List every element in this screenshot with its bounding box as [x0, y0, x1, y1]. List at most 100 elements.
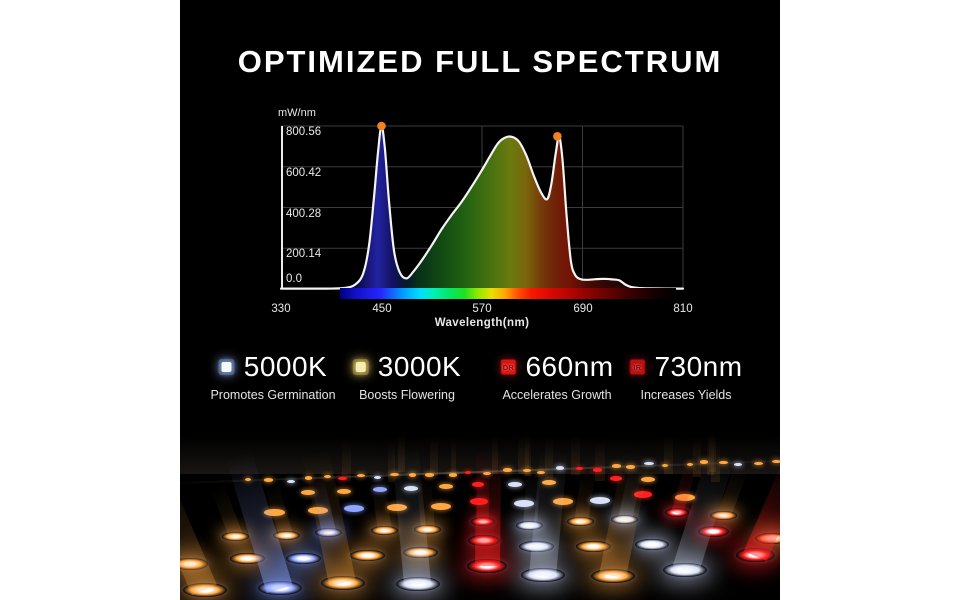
led-dot	[591, 569, 636, 584]
led-dot	[542, 480, 557, 486]
x-tick-label: 330	[271, 303, 291, 315]
led-dot	[182, 582, 227, 597]
led-dot	[552, 497, 573, 505]
led-dot	[356, 474, 366, 478]
led-dot	[395, 576, 440, 591]
y-tick-label: 0.0	[286, 273, 302, 285]
led-dot	[338, 476, 348, 481]
led-dot	[664, 508, 690, 518]
led-dot	[697, 526, 730, 538]
legend-desc: Increases Yields	[640, 388, 732, 402]
x-tick-label: 570	[472, 303, 492, 315]
led-dot	[771, 459, 780, 464]
led-dot	[644, 462, 654, 466]
led-dot	[513, 500, 534, 508]
led-dot	[304, 476, 312, 480]
page-title: OPTIMIZED FULL SPECTRUM	[237, 44, 723, 79]
warm-white-led-chip-icon	[352, 359, 369, 375]
led-dot	[555, 466, 564, 470]
light-streak	[693, 437, 701, 477]
legend-value: 3000K	[377, 351, 462, 382]
light-streak	[518, 434, 529, 474]
legend-desc: Accelerates Growth	[502, 388, 612, 402]
led-dot	[404, 485, 419, 491]
y-tick-label: 600.42	[286, 167, 322, 179]
y-tick-label: 400.28	[286, 208, 322, 220]
led-dot	[448, 473, 458, 477]
led-dot	[699, 460, 709, 464]
deep-red-led-chip-icon: DR	[500, 359, 517, 375]
led-dot	[609, 475, 623, 482]
led-dot	[222, 531, 250, 541]
led-dot	[508, 481, 523, 488]
led-dot	[634, 491, 653, 499]
led-dot	[350, 549, 385, 561]
light-beam	[474, 438, 501, 566]
legend-value: 5000K	[243, 351, 328, 382]
y-axis-unit-label: mW/nm	[278, 107, 316, 119]
led-board-photo	[180, 408, 780, 600]
led-dot	[576, 540, 611, 552]
white-led-chip-icon	[218, 359, 235, 375]
y-tick-label: 200.14	[286, 248, 322, 260]
led-dot	[753, 462, 763, 466]
led-dot	[372, 487, 387, 493]
led-dot	[320, 576, 365, 591]
led-dot	[389, 472, 400, 477]
led-dot	[482, 471, 491, 476]
light-streak	[711, 442, 720, 482]
led-dot	[409, 473, 417, 477]
led-dot	[611, 464, 621, 468]
led-dot	[503, 468, 512, 472]
spectrum-chart	[279, 121, 685, 290]
light-streak	[451, 437, 456, 477]
led-dot	[438, 484, 453, 490]
x-tick-label: 810	[673, 303, 693, 315]
light-streak	[571, 435, 580, 475]
led-dot	[593, 468, 603, 472]
x-tick-label: 690	[573, 303, 593, 315]
led-dot	[386, 503, 408, 511]
led-dot	[286, 552, 321, 565]
led-dot	[661, 464, 669, 468]
wavelength-colorbar	[340, 288, 676, 299]
light-streak	[388, 442, 395, 482]
x-tick-label: 450	[372, 303, 392, 315]
light-streak	[342, 441, 351, 481]
led-dot	[180, 558, 208, 570]
led-dot	[370, 526, 398, 536]
led-dot	[307, 507, 328, 515]
light-streak	[707, 435, 714, 475]
led-dot	[589, 497, 610, 505]
led-dot	[610, 515, 638, 525]
legend-desc: Promotes Germination	[210, 388, 336, 402]
y-tick-label: 800.56	[286, 126, 322, 138]
led-dot	[719, 460, 728, 465]
led-dot	[403, 546, 438, 558]
led-dot	[315, 527, 343, 537]
led-dot	[566, 517, 594, 527]
led-dot	[323, 474, 332, 479]
led-dot	[272, 530, 300, 540]
led-dot	[626, 465, 635, 469]
led-dot	[520, 568, 565, 583]
light-streak	[525, 436, 531, 476]
led-dot	[634, 538, 670, 550]
led-dot	[686, 462, 694, 466]
led-dot	[301, 489, 316, 495]
led-dot	[576, 467, 584, 471]
led-dot	[244, 478, 252, 482]
light-streak	[664, 434, 673, 474]
led-dot	[229, 553, 265, 565]
led-dot	[663, 563, 708, 578]
led-dot	[515, 521, 543, 531]
light-streak	[430, 436, 438, 476]
light-streak	[709, 432, 716, 472]
led-dot	[286, 480, 295, 484]
led-dot	[523, 469, 531, 473]
led-dot	[424, 473, 434, 477]
legend-desc: Boosts Flowering	[359, 388, 455, 402]
legend-value: 730nm	[654, 351, 743, 382]
light-streak	[595, 441, 605, 481]
